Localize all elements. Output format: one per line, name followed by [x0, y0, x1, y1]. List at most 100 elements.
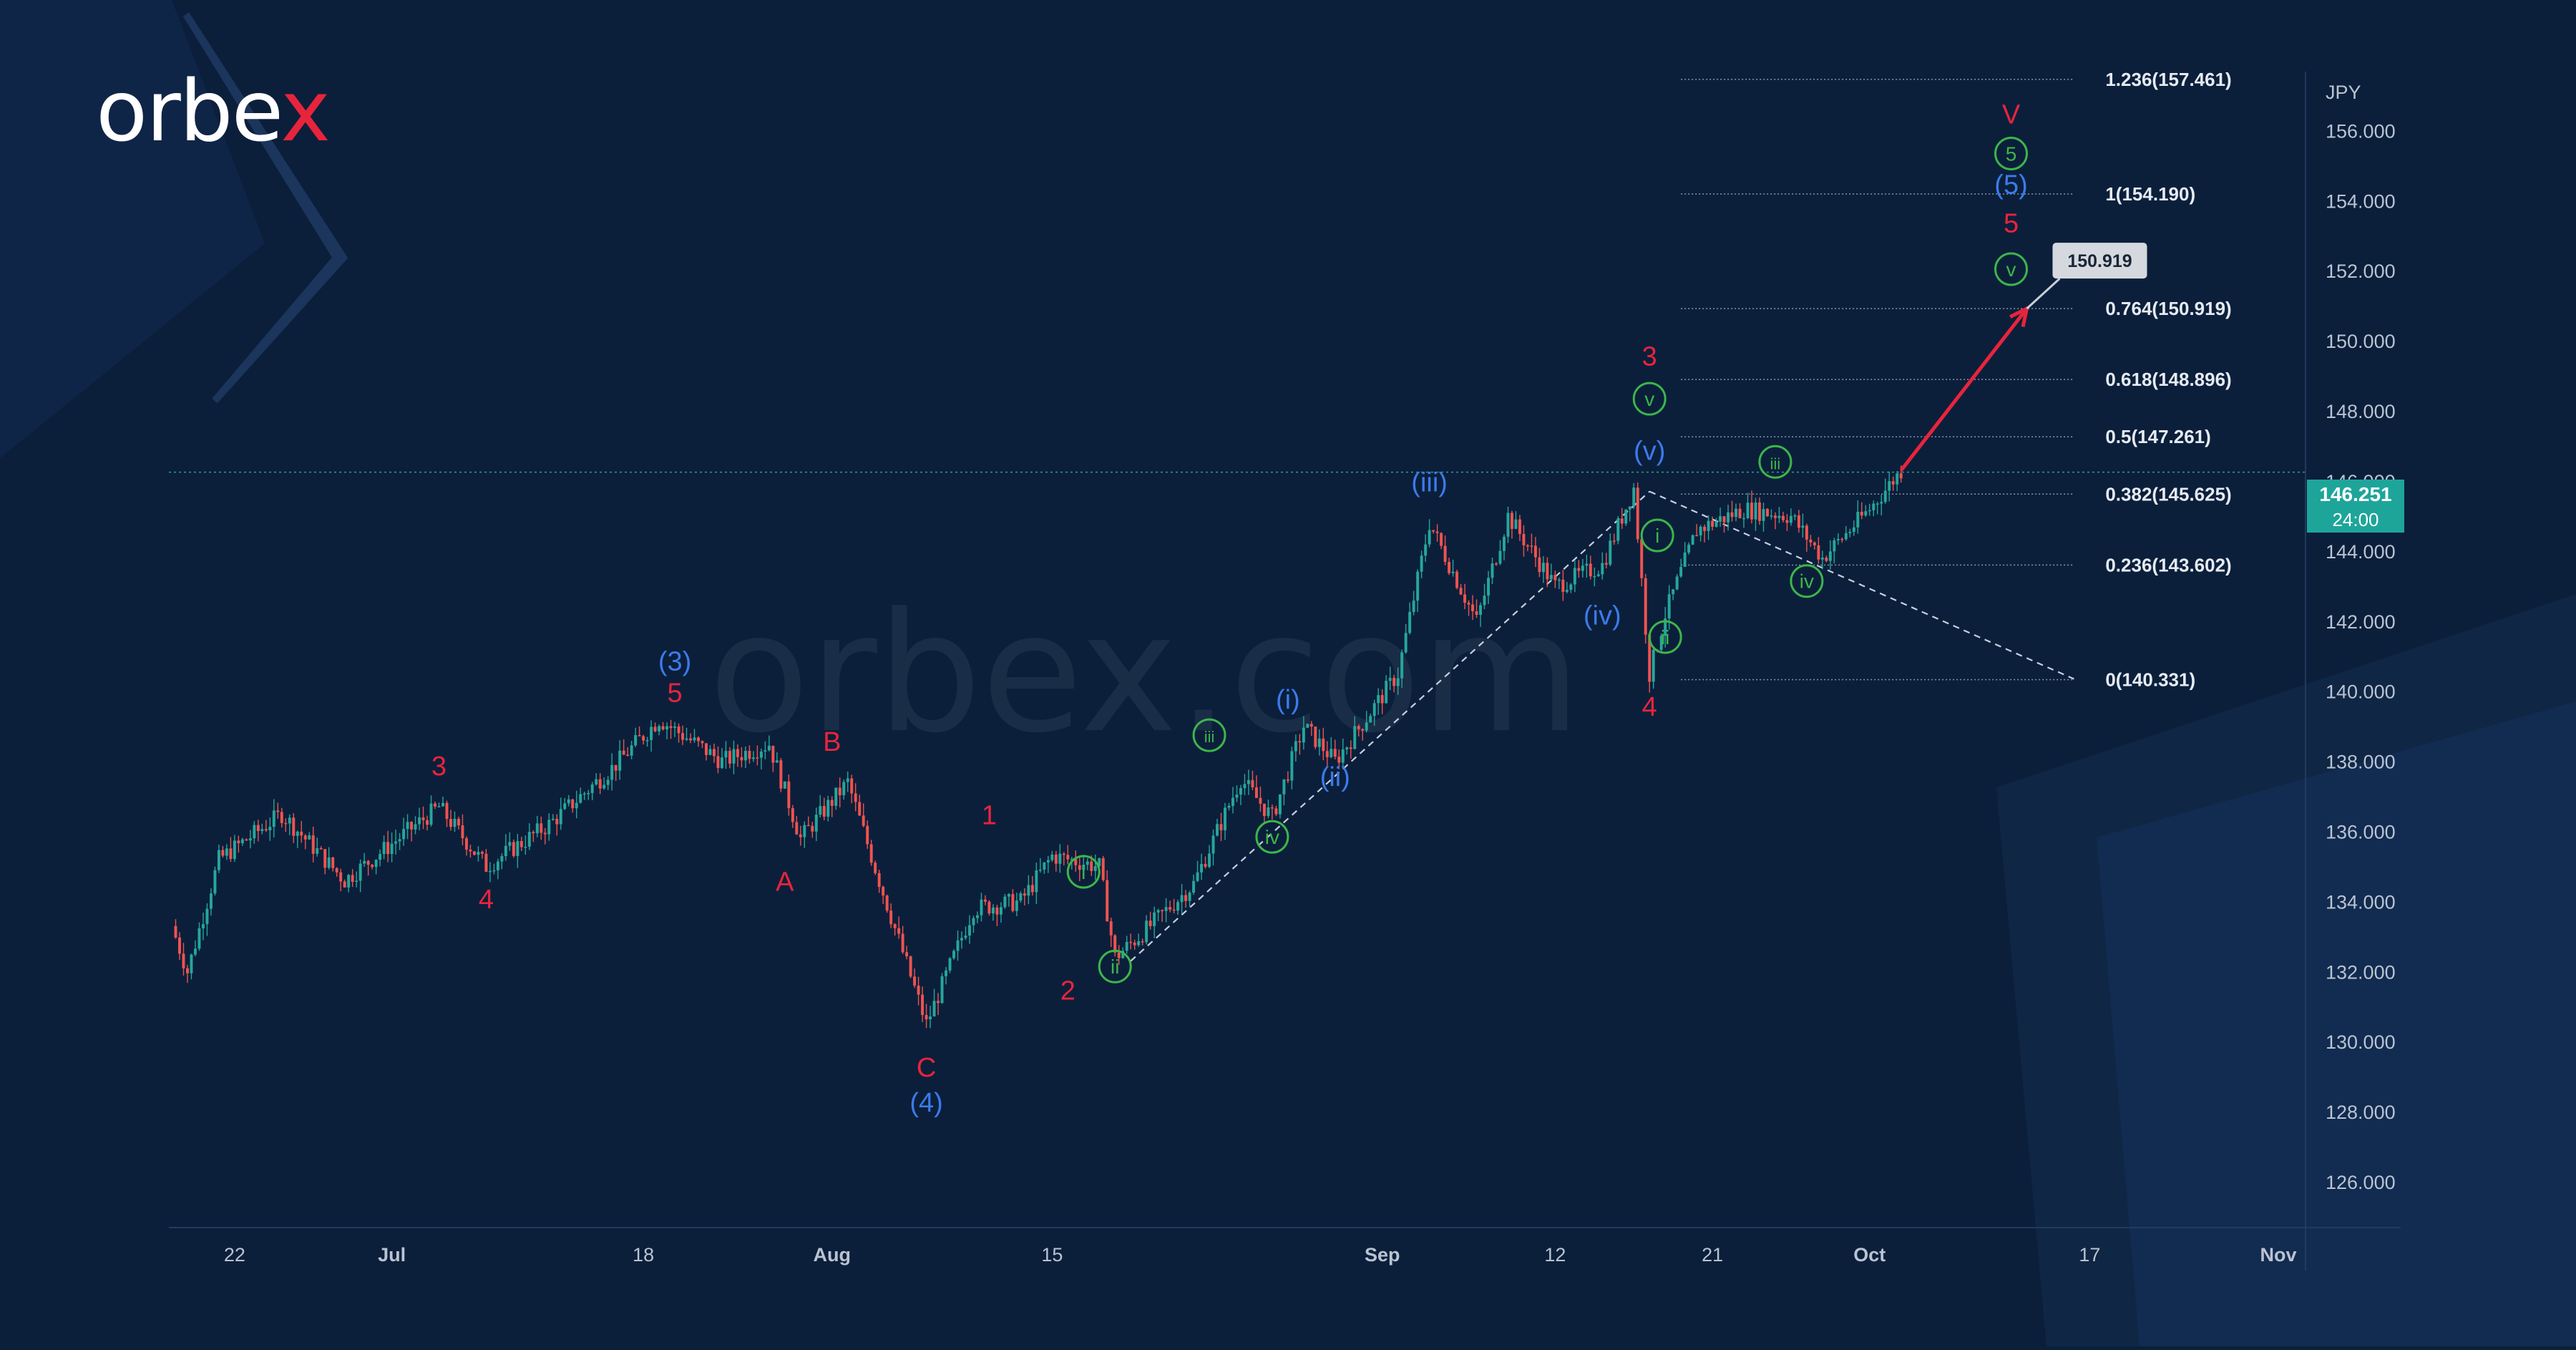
- candle-body: [1176, 902, 1180, 911]
- candle-body: [1687, 544, 1691, 553]
- wave-label-circle: [1098, 949, 1132, 984]
- candle-body: [1880, 502, 1883, 504]
- candle-body: [885, 895, 889, 911]
- candle-body: [1262, 803, 1266, 816]
- candle-body: [1098, 858, 1101, 867]
- candle-body: [284, 822, 288, 825]
- candle-body: [701, 741, 704, 744]
- candle-body: [854, 793, 857, 802]
- fib-level-label: 0.618(148.896): [2105, 369, 2231, 390]
- candle-body: [826, 800, 830, 817]
- x-tick-label: Aug: [814, 1244, 851, 1266]
- fib-level-label: 0(140.331): [2105, 669, 2195, 690]
- candle-body: [995, 907, 999, 915]
- candle-body: [1766, 508, 1769, 517]
- candle-body: [386, 842, 390, 855]
- candle-body: [642, 736, 645, 741]
- candle-body: [897, 928, 901, 934]
- candle-body: [1192, 880, 1196, 893]
- triangle-lines: [1130, 490, 2074, 962]
- wave-label-circle: [1994, 136, 2029, 170]
- candle-body: [1306, 724, 1309, 728]
- candle-body: [987, 901, 991, 914]
- candle-body: [410, 822, 414, 830]
- wave-label: (ii): [1320, 762, 1350, 792]
- candle-body: [1899, 473, 1903, 479]
- candle-body: [1577, 568, 1581, 571]
- candle-body: [1836, 538, 1840, 540]
- candle-body: [1224, 807, 1226, 830]
- candle-body: [1612, 540, 1616, 542]
- candle-body: [1282, 779, 1286, 795]
- wave-label: iii: [1204, 728, 1215, 746]
- candle-body: [791, 808, 794, 822]
- candle-body: [1231, 797, 1234, 806]
- wave-label-circle: [1790, 564, 1824, 598]
- candle-body: [457, 818, 460, 826]
- candle-body: [366, 860, 370, 865]
- candle-body: [1030, 885, 1034, 893]
- candle-body: [1888, 481, 1891, 491]
- candle-body: [728, 750, 731, 764]
- candle-body: [1714, 521, 1718, 527]
- candle-body: [504, 845, 507, 856]
- candle-body: [1487, 578, 1490, 596]
- candle-body: [174, 926, 177, 938]
- candle-body: [940, 976, 944, 1004]
- candle-body: [1035, 870, 1038, 893]
- candle-body: [371, 865, 374, 868]
- y-tick-label: 140.000: [2326, 681, 2396, 703]
- candle-body: [1211, 835, 1215, 854]
- candle-body: [964, 936, 967, 938]
- candle-body: [484, 853, 488, 872]
- candle-body: [571, 799, 575, 809]
- candle-body: [1742, 518, 1746, 520]
- candle-body: [937, 1001, 940, 1004]
- projection-arrow: 150.919: [1899, 243, 2147, 472]
- candle-body: [233, 840, 236, 860]
- candle-body: [303, 835, 307, 840]
- candle-body: [1085, 861, 1089, 865]
- candle-body: [1526, 545, 1529, 547]
- candle-body: [1699, 526, 1702, 535]
- candle-body: [1046, 860, 1050, 863]
- candle-body: [1424, 544, 1428, 556]
- candle-body: [952, 951, 956, 958]
- y-tick-label: 126.000: [2326, 1172, 2396, 1193]
- candle-body: [551, 818, 555, 820]
- candle-body: [1066, 855, 1070, 860]
- candle-body: [1596, 574, 1600, 576]
- candle-body: [268, 827, 272, 831]
- candle-body: [838, 787, 841, 796]
- candle-body: [814, 815, 818, 832]
- candle-body: [783, 781, 786, 789]
- candle-body: [253, 825, 256, 839]
- candle-body: [441, 802, 444, 807]
- candle-body: [1593, 576, 1596, 578]
- candle-body: [1270, 807, 1274, 809]
- wave-label: 4: [479, 885, 494, 915]
- candle-body: [1549, 575, 1553, 580]
- candle-body: [866, 825, 869, 845]
- candle-body: [197, 928, 201, 949]
- fib-level-label: 0.5(147.261): [2105, 426, 2210, 447]
- wave-label: ii: [1111, 956, 1119, 978]
- candle-body: [1518, 519, 1521, 534]
- candle-body: [1754, 502, 1757, 520]
- y-tick-label: 144.000: [2326, 541, 2396, 563]
- candle-body: [1793, 515, 1797, 517]
- candle-body: [1385, 681, 1388, 704]
- candle-body: [1345, 747, 1349, 749]
- candle-body: [1204, 863, 1207, 867]
- candle-body: [335, 868, 338, 873]
- candle-body: [1817, 545, 1820, 560]
- y-tick-label: 128.000: [2326, 1102, 2396, 1123]
- wave-labels: (3)534BAC(4)12iiiiiiiv(i)(ii)(iii)(iv)(v…: [431, 100, 2029, 1118]
- candle-body: [1317, 738, 1321, 747]
- candle-body: [1133, 942, 1136, 946]
- candle-body: [1789, 515, 1792, 523]
- candle-body: [1856, 511, 1860, 528]
- candle-body: [229, 848, 233, 860]
